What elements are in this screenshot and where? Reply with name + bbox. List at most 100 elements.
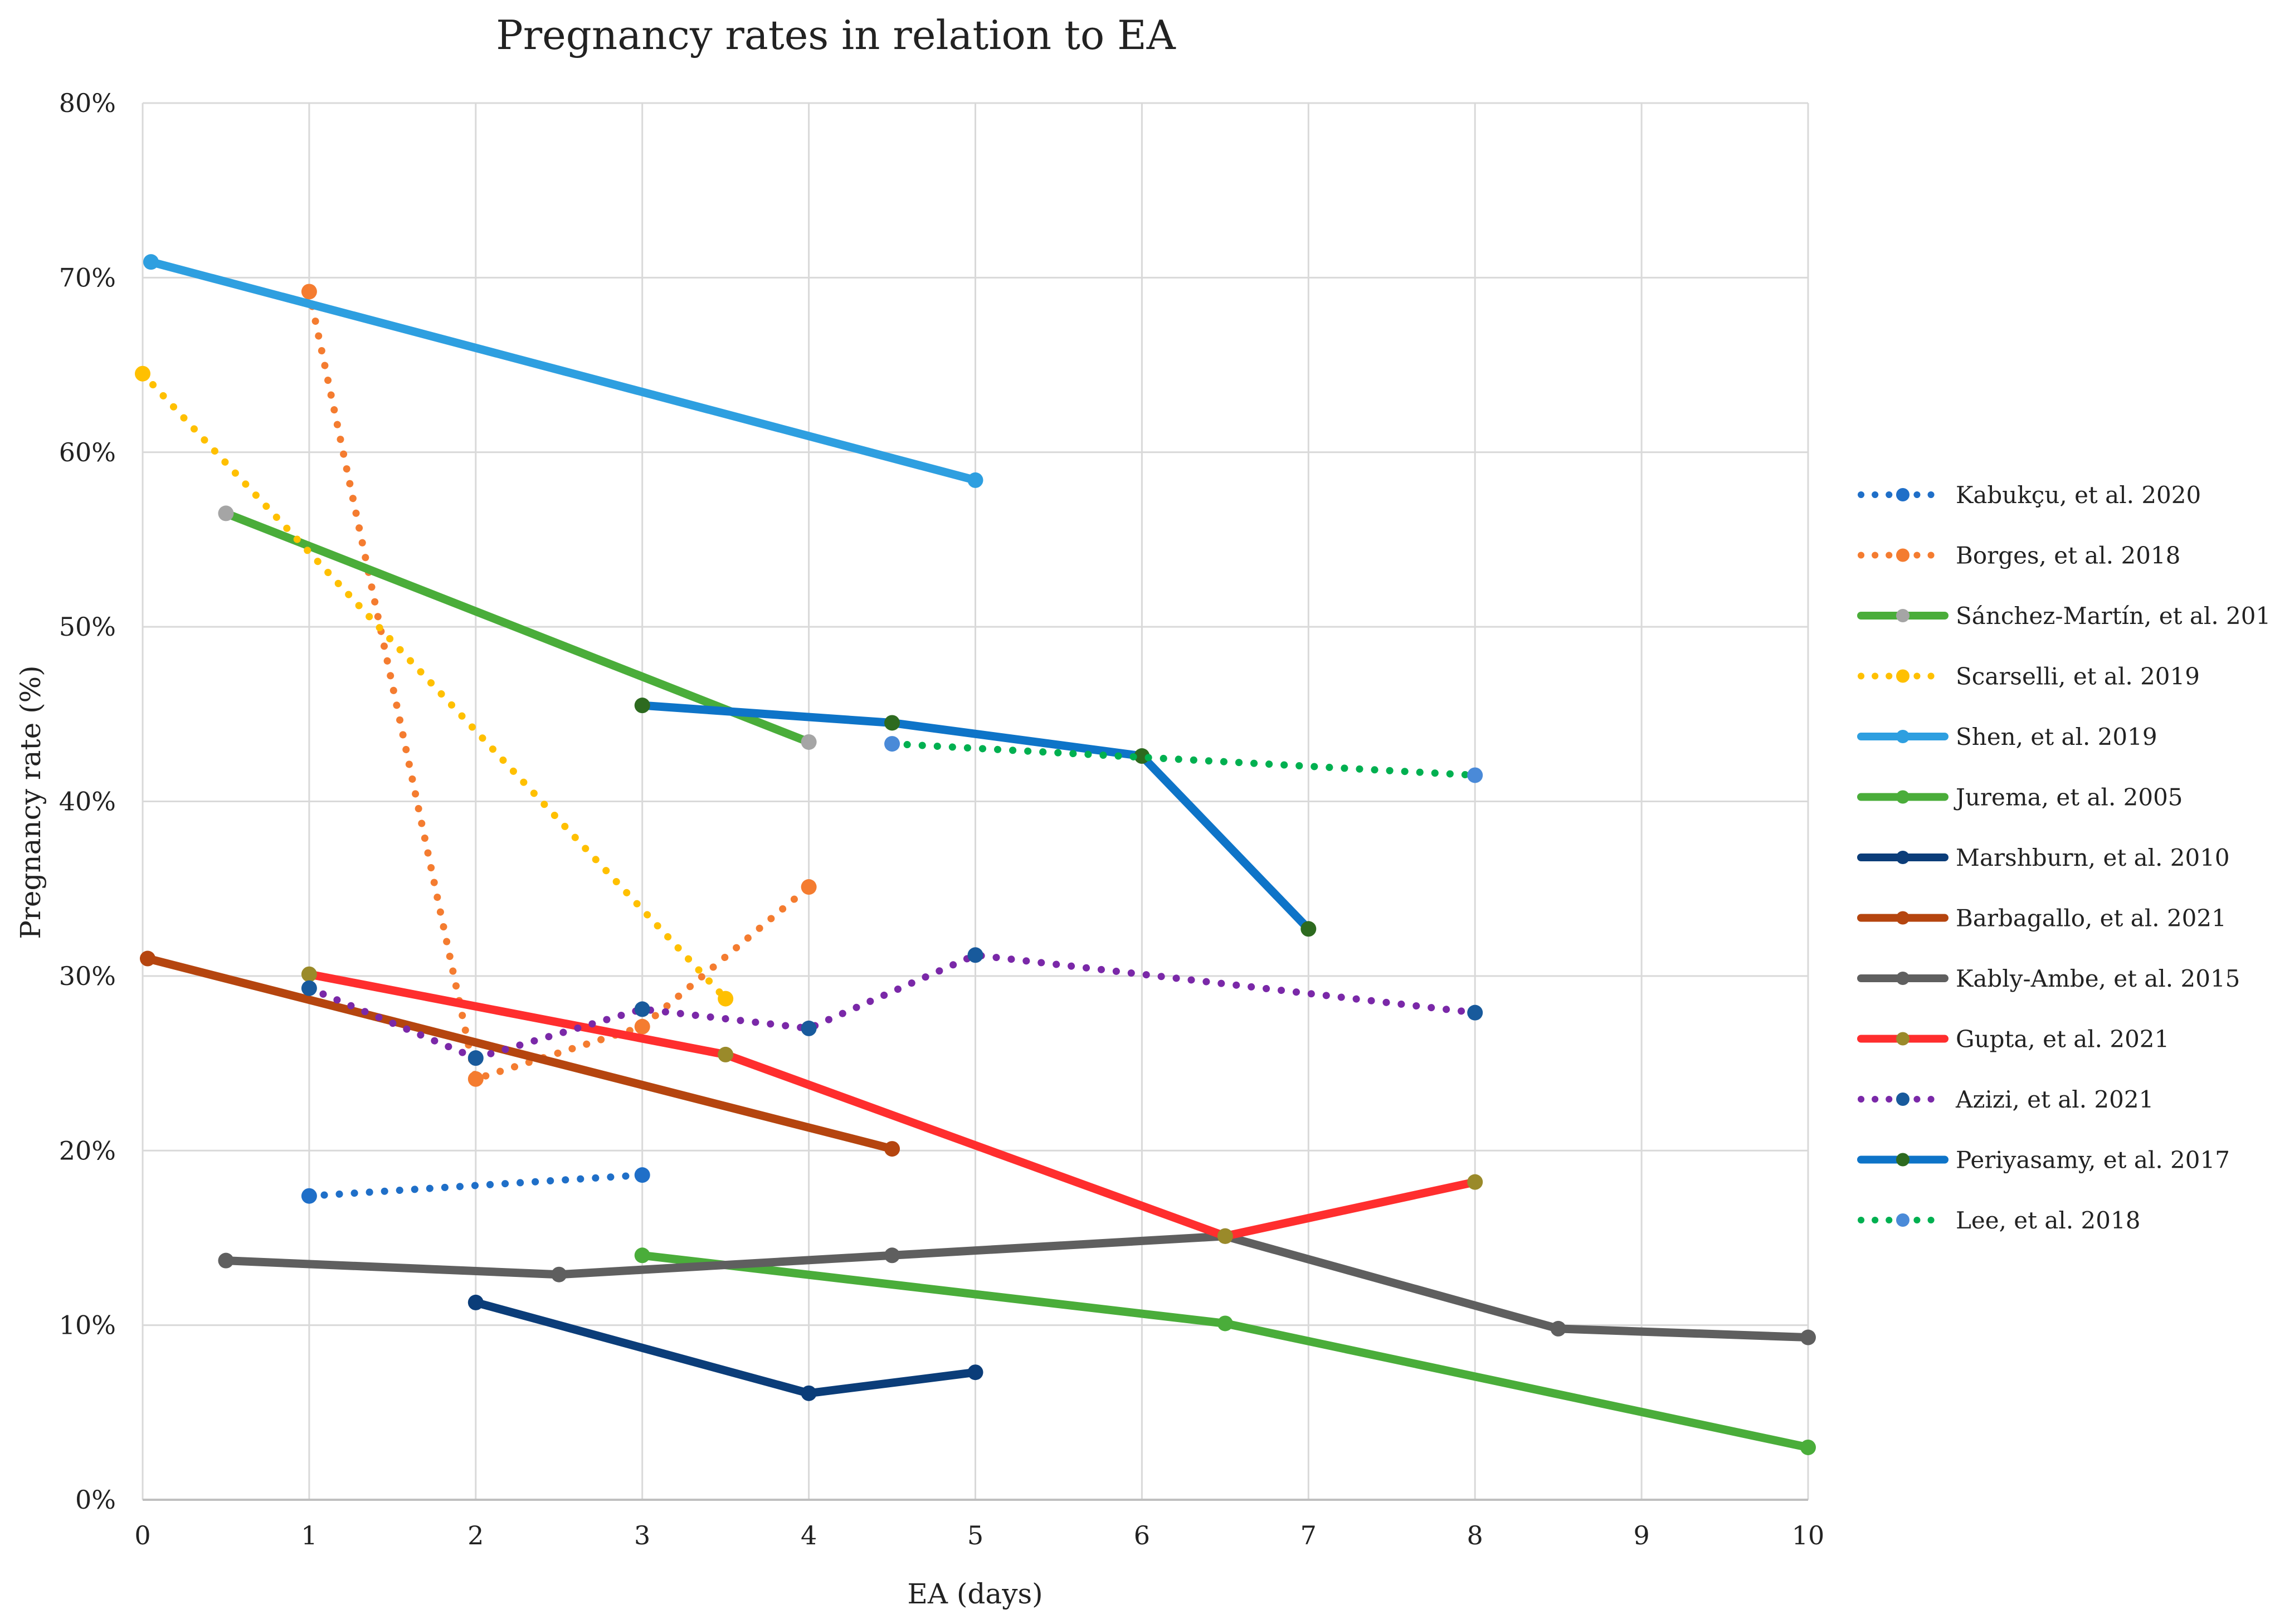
legend-entry: Gupta, et al. 2021: [1857, 1026, 2169, 1053]
data-point: [1217, 1315, 1233, 1332]
data-point: [218, 505, 234, 521]
legend-label: Kably-Ambe, et al. 2015: [1956, 965, 2240, 992]
series-4: [135, 365, 734, 1007]
legend-swatch-marker: [1896, 488, 1909, 501]
y-axis-title: Pregnancy rate (%): [14, 665, 47, 939]
legend-swatch-marker: [1896, 972, 1909, 985]
series-line: [147, 257, 980, 485]
series-13: [884, 736, 1483, 783]
legend-entry: Jurema, et al. 2005: [1857, 784, 2183, 811]
legend-swatch-marker: [1896, 1032, 1909, 1046]
x-axis-tick-labels: 0 1 2 3 4 5 6 7 8 9 10: [134, 1520, 1824, 1550]
y-tick-label: 20%: [59, 1135, 116, 1165]
data-point: [301, 284, 317, 300]
x-tick-label: 4: [801, 1520, 817, 1550]
legend-swatch-marker: [1896, 669, 1909, 683]
series-line: [888, 740, 1479, 779]
y-axis-tick-labels: 0% 10% 20% 30% 40% 50% 60% 70% 80%: [59, 88, 116, 1515]
data-point: [551, 1266, 567, 1282]
legend-entry: Sánchez-Martín, et al. 2013: [1857, 602, 2270, 630]
legend-label: Scarselli, et al. 2019: [1956, 663, 2200, 690]
legend-label: Shen, et al. 2019: [1956, 723, 2157, 750]
data-point: [135, 365, 150, 382]
legend-swatch-marker: [1896, 790, 1909, 804]
data-point: [139, 950, 155, 967]
data-point: [634, 1018, 650, 1035]
series-10: [301, 966, 1483, 1244]
series-8: [139, 950, 900, 1157]
legend-swatch-marker: [1896, 911, 1909, 925]
x-tick-label: 2: [467, 1520, 484, 1550]
legend-label: Azizi, et al. 2021: [1955, 1086, 2154, 1113]
data-point: [801, 734, 817, 750]
data-point: [634, 698, 650, 714]
gridlines: [142, 102, 1809, 1500]
data-point: [634, 1247, 650, 1264]
data-point: [967, 947, 983, 963]
legend-entry: Azizi, et al. 2021: [1858, 1086, 2154, 1113]
x-tick-label: 8: [1467, 1520, 1483, 1550]
legend-swatch-marker: [1896, 548, 1909, 562]
legend-swatch-marker: [1896, 851, 1909, 864]
data-point: [467, 1071, 484, 1087]
series-line: [221, 1232, 1813, 1342]
series-7: [467, 1294, 983, 1401]
x-tick-label: 9: [1633, 1520, 1649, 1550]
x-axis-title: EA (days): [907, 1578, 1043, 1610]
series-12: [634, 698, 1317, 937]
y-tick-label: 30%: [59, 961, 116, 991]
series-2: [301, 284, 817, 1087]
legend-swatch-marker: [1896, 1153, 1909, 1167]
series-line: [221, 509, 814, 747]
data-point: [301, 980, 317, 996]
chart-title: Pregnancy rates in relation to EA: [496, 12, 1176, 58]
data-point: [884, 715, 900, 731]
data-point: [801, 1020, 817, 1036]
legend-entry: Periyasamy, et al. 2017: [1857, 1147, 2230, 1174]
legend-entry: Kably-Ambe, et al. 2015: [1857, 965, 2240, 992]
legend-entry: Shen, et al. 2019: [1857, 723, 2157, 750]
x-tick-label: 5: [967, 1520, 983, 1550]
series-line: [305, 951, 1479, 1062]
legend-entry: Kabukçu, et al. 2020: [1858, 481, 2201, 509]
legend-label: Sánchez-Martín, et al. 2013: [1956, 602, 2270, 630]
data-point: [884, 1247, 900, 1264]
data-point: [1467, 1004, 1483, 1021]
data-point: [884, 736, 900, 752]
data-point: [884, 1141, 900, 1157]
legend-label: Marshburn, et al. 2010: [1956, 844, 2230, 871]
series-1: [301, 1167, 650, 1204]
series-5: [143, 254, 983, 488]
legend-label: Kabukçu, et al. 2020: [1956, 481, 2201, 509]
series-line: [638, 701, 1313, 933]
data-point: [301, 1188, 317, 1204]
x-tick-label: 6: [1134, 1520, 1150, 1550]
x-tick-label: 7: [1300, 1520, 1317, 1550]
data-point: [801, 1385, 817, 1401]
data-point: [1550, 1320, 1566, 1337]
series-line: [139, 370, 729, 1003]
x-tick-label: 1: [301, 1520, 317, 1550]
data-point: [967, 472, 983, 488]
legend-label: Periyasamy, et al. 2017: [1956, 1147, 2230, 1174]
legend-label: Lee, et al. 2018: [1956, 1207, 2140, 1234]
data-point: [467, 1294, 484, 1310]
legend-label: Borges, et al. 2018: [1956, 542, 2180, 569]
series-line: [305, 1171, 646, 1200]
series-6: [634, 1247, 1816, 1455]
legend-entry: Borges, et al. 2018: [1858, 542, 2180, 569]
legend-entry: Scarselli, et al. 2019: [1858, 663, 2200, 690]
x-tick-label: 3: [634, 1520, 650, 1550]
x-tick-label: 10: [1792, 1520, 1825, 1550]
series-11: [301, 947, 1483, 1066]
data-point: [1217, 1228, 1233, 1244]
legend-label: Gupta, et al. 2021: [1956, 1026, 2169, 1053]
data-point: [218, 1252, 234, 1269]
legend-swatch-marker: [1896, 730, 1909, 743]
data-point: [1300, 921, 1317, 937]
legend-entry: Marshburn, et al. 2010: [1857, 844, 2230, 871]
series-line: [305, 970, 1479, 1241]
legend-entry: Barbagallo, et al. 2021: [1857, 905, 2227, 932]
